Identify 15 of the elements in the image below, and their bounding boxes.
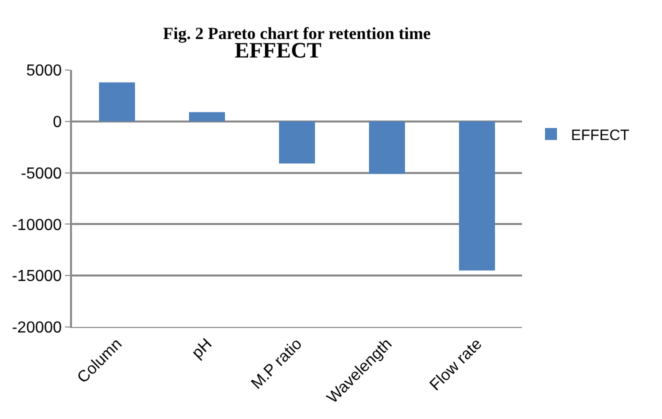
bar [459,121,495,270]
caption: Fig. 2 Pareto chart for retention time [163,24,432,43]
y-tick-label: -5000 [20,165,62,182]
y-tick-label: 0 [52,114,62,131]
y-tick-label: -10000 [12,216,62,234]
y-tick-label: -15000 [12,268,62,286]
bar [279,121,315,164]
x-tick-label: M.P ratio [248,336,306,393]
bar [189,112,225,122]
bar [99,82,135,122]
x-tick-label: pH [189,336,216,362]
bar [369,121,405,174]
y-tick-label: -20000 [12,320,62,337]
y-tick-label: 5000 [26,62,62,80]
legend-label: EFFECT [571,126,630,144]
